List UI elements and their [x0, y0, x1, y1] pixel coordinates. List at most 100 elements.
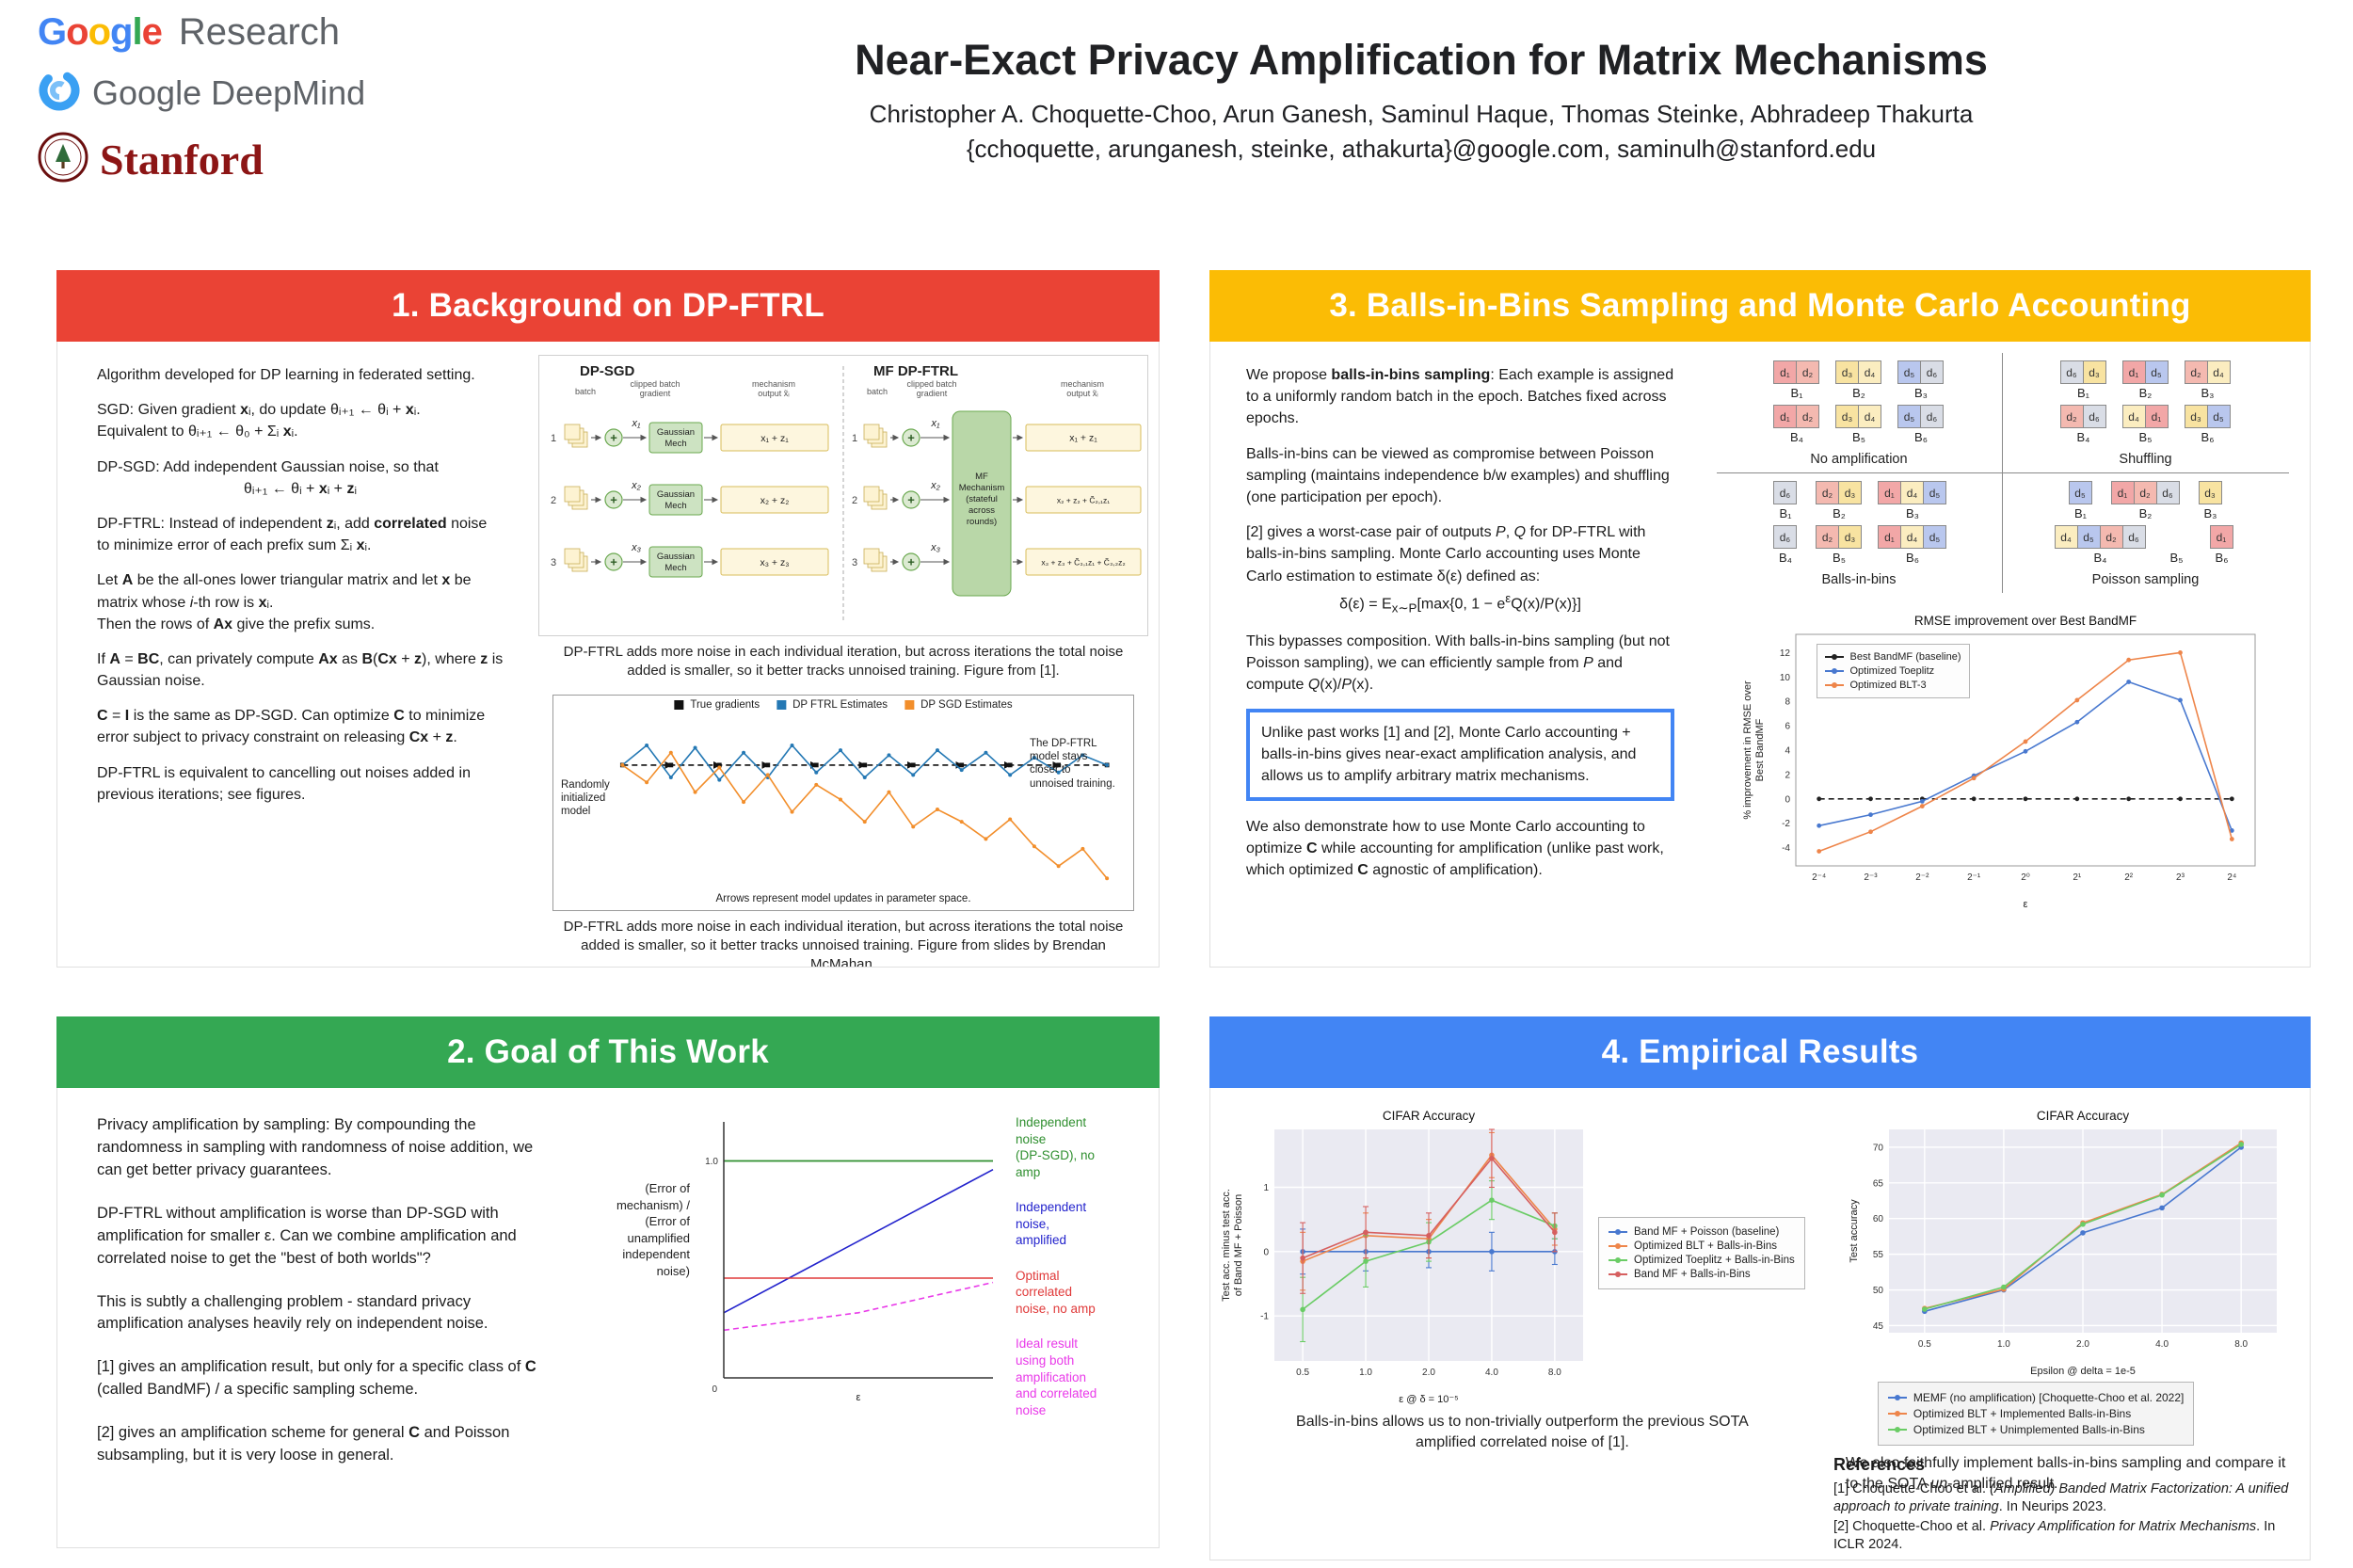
- batch-group: d₃ B₃: [2197, 481, 2225, 520]
- batch-group: d₁ d₂ B₄: [1773, 405, 1819, 444]
- legend-label: True gradients: [690, 698, 760, 711]
- goal-curve-labels: Independent noise (DP-SGD), no amp Indep…: [1016, 1114, 1159, 1437]
- authors: Christopher A. Choquette-Choo, Arun Gane…: [869, 100, 1974, 128]
- paragraph: [2] gives an amplification scheme for ge…: [97, 1424, 510, 1464]
- quadrant-label: Balls-in-bins: [1821, 572, 1897, 587]
- svg-text:Test accuracy: Test accuracy: [1849, 1199, 1860, 1263]
- svg-text:ε: ε: [856, 1392, 861, 1403]
- svg-text:x₃ + z₃ + C̃₃,₁z₁ + C̃₃,₂z₂: x₃ + z₃ + C̃₃,₁z₁ + C̃₃,₂z₂: [1041, 557, 1125, 567]
- legend-label: Optimized Toeplitz + Balls-in-Bins: [1634, 1254, 1795, 1266]
- batch-group: d₅ B₁: [2067, 481, 2095, 520]
- stanford-logo: Stanford: [38, 132, 365, 187]
- svg-text:0: 0: [712, 1384, 717, 1395]
- dpsgd-vs-mfdpftrl-figure: DP-SGD MF DP-FTRL batch clipped batch gradie…: [538, 355, 1148, 636]
- batch-label: B₁: [1779, 506, 1792, 520]
- paragraph: We also demonstrate how to use Monte Car…: [1246, 818, 1664, 879]
- batch-label: B₁: [1790, 386, 1803, 400]
- svg-text:mechanism: mechanism: [752, 379, 795, 389]
- svg-text:+: +: [610, 431, 617, 445]
- svg-text:x₁: x₁: [931, 418, 941, 429]
- data-item-cell: d₆: [2155, 481, 2180, 504]
- svg-text:6: 6: [1785, 722, 1790, 732]
- data-item-cell: d₅: [1897, 405, 1921, 428]
- svg-text:4.0: 4.0: [2155, 1339, 2169, 1350]
- svg-text:0.5: 0.5: [1296, 1368, 1309, 1378]
- batch-label: B₃: [2201, 386, 2215, 400]
- svg-text:across: across: [968, 505, 995, 516]
- note-random-init: Randomly initialized model: [561, 778, 610, 818]
- svg-text:12: 12: [1779, 648, 1790, 659]
- svg-text:2: 2: [852, 495, 857, 506]
- section1-figures: DP-SGD MF DP-FTRL batch clipped batch gradie…: [528, 342, 1159, 967]
- legend-swatch: [1824, 668, 1844, 674]
- caption-b: We also faithfully implement balls-in-bi…: [1845, 1455, 2286, 1492]
- svg-text:2: 2: [551, 495, 556, 506]
- legend-item: DP FTRL Estimates: [776, 699, 888, 711]
- svg-text:2.0: 2.0: [2076, 1339, 2089, 1350]
- data-item-cell: d₄: [1900, 525, 1924, 549]
- svg-text:Test acc. minus test acc.: Test acc. minus test acc.: [1221, 1189, 1232, 1302]
- svg-text:1.0: 1.0: [1359, 1368, 1372, 1378]
- batch-group: d₆ B₄: [1771, 525, 1800, 565]
- paragraph: Algorithm developed for DP learning in f…: [97, 367, 475, 383]
- section-background: 1. Background on DP-FTRL Algorithm devel…: [56, 270, 1160, 968]
- legend-swatch: [1609, 1242, 1627, 1249]
- batch-group: d₁ B₆: [2208, 525, 2236, 565]
- delta-equation: δ(ε) = Ex∼P[max{0, 1 − eεQ(x)/P(x)}]: [1339, 590, 1581, 616]
- legend-label: MEMF (no amplification) [Choquette-Choo …: [1913, 1391, 2185, 1404]
- batch-group: B₅: [2163, 525, 2191, 565]
- svg-text:+: +: [907, 555, 915, 569]
- svg-text:2⁰: 2⁰: [2021, 872, 2030, 883]
- batch-label: B₂: [1833, 506, 1846, 520]
- svg-text:1: 1: [1263, 1183, 1269, 1193]
- legend-swatch: [1609, 1256, 1627, 1263]
- data-item-cell: d₂: [1796, 405, 1819, 428]
- paragraph: We propose balls-in-bins sampling: Each …: [1246, 367, 1674, 427]
- batch-group: d₁ d₂ B₁: [1773, 360, 1819, 400]
- batch-label: B₅: [2138, 430, 2153, 444]
- data-item-cell: d₂: [2133, 481, 2157, 504]
- data-item-cell: d₁: [1878, 481, 1901, 504]
- svg-text:x₁: x₁: [632, 418, 642, 429]
- data-item-cell: d₃: [1835, 405, 1859, 428]
- title-block: Near-Exact Privacy Amplification for Mat…: [527, 36, 2315, 164]
- batch-group: d₁ d₅ B₂: [2121, 360, 2169, 400]
- cifar-acc-legend: MEMF (no amplification) [Choquette-Choo …: [1877, 1382, 2195, 1446]
- svg-text:1.0: 1.0: [705, 1157, 718, 1167]
- references-heading: References: [1833, 1454, 1926, 1474]
- svg-text:+: +: [907, 493, 915, 507]
- note-arrows: Arrows represent model updates in parame…: [715, 893, 971, 905]
- batch-group: d₂ d₃ B₅: [1816, 525, 1862, 565]
- data-item-cell: d₁: [1773, 360, 1797, 384]
- data-item-cell: d₁: [2144, 405, 2169, 428]
- google-letter: g: [110, 11, 133, 53]
- svg-text:Mech: Mech: [664, 563, 686, 573]
- deepmind-swirl-icon: [38, 69, 81, 117]
- google-research-logo: Google Research: [38, 11, 365, 54]
- data-item-cell: d₆: [2082, 405, 2106, 428]
- data-item-cell: d₂: [1796, 360, 1819, 384]
- legend-item: Optimized Toeplitz: [1824, 665, 1961, 677]
- quadrant-label: Poisson sampling: [2091, 572, 2200, 587]
- batch-label: B₆: [2215, 551, 2229, 565]
- google-wordmark: Google: [38, 11, 163, 54]
- svg-text:Gaussian: Gaussian: [657, 489, 695, 500]
- svg-text:60: 60: [1873, 1214, 1884, 1224]
- batch-label: B₄: [1790, 430, 1803, 444]
- svg-text:output x̃ᵢ: output x̃ᵢ: [758, 389, 789, 398]
- section4-title: 4. Empirical Results: [1209, 1016, 2311, 1088]
- svg-text:-1: -1: [1260, 1312, 1269, 1322]
- google-letter: G: [38, 11, 67, 53]
- svg-text:+: +: [610, 493, 617, 507]
- svg-text:DP-SGD: DP-SGD: [580, 363, 635, 379]
- data-item-cell: d₆: [2121, 525, 2146, 549]
- legend-swatch: [1824, 654, 1844, 660]
- legend-item: Optimized Toeplitz + Balls-in-Bins: [1609, 1255, 1795, 1266]
- data-item-cell: d₃: [2184, 405, 2208, 428]
- batch-label: B₄: [2093, 551, 2107, 565]
- batch-label: B₃: [1914, 386, 1928, 400]
- batch-label: B₅: [1852, 430, 1865, 444]
- legend-item: Optimized BLT + Unimplemented Balls-in-B…: [1887, 1423, 2184, 1436]
- paragraph: This bypasses composition. With balls-in…: [1246, 632, 1670, 693]
- legend-item: Optimized BLT + Balls-in-Bins: [1609, 1240, 1795, 1252]
